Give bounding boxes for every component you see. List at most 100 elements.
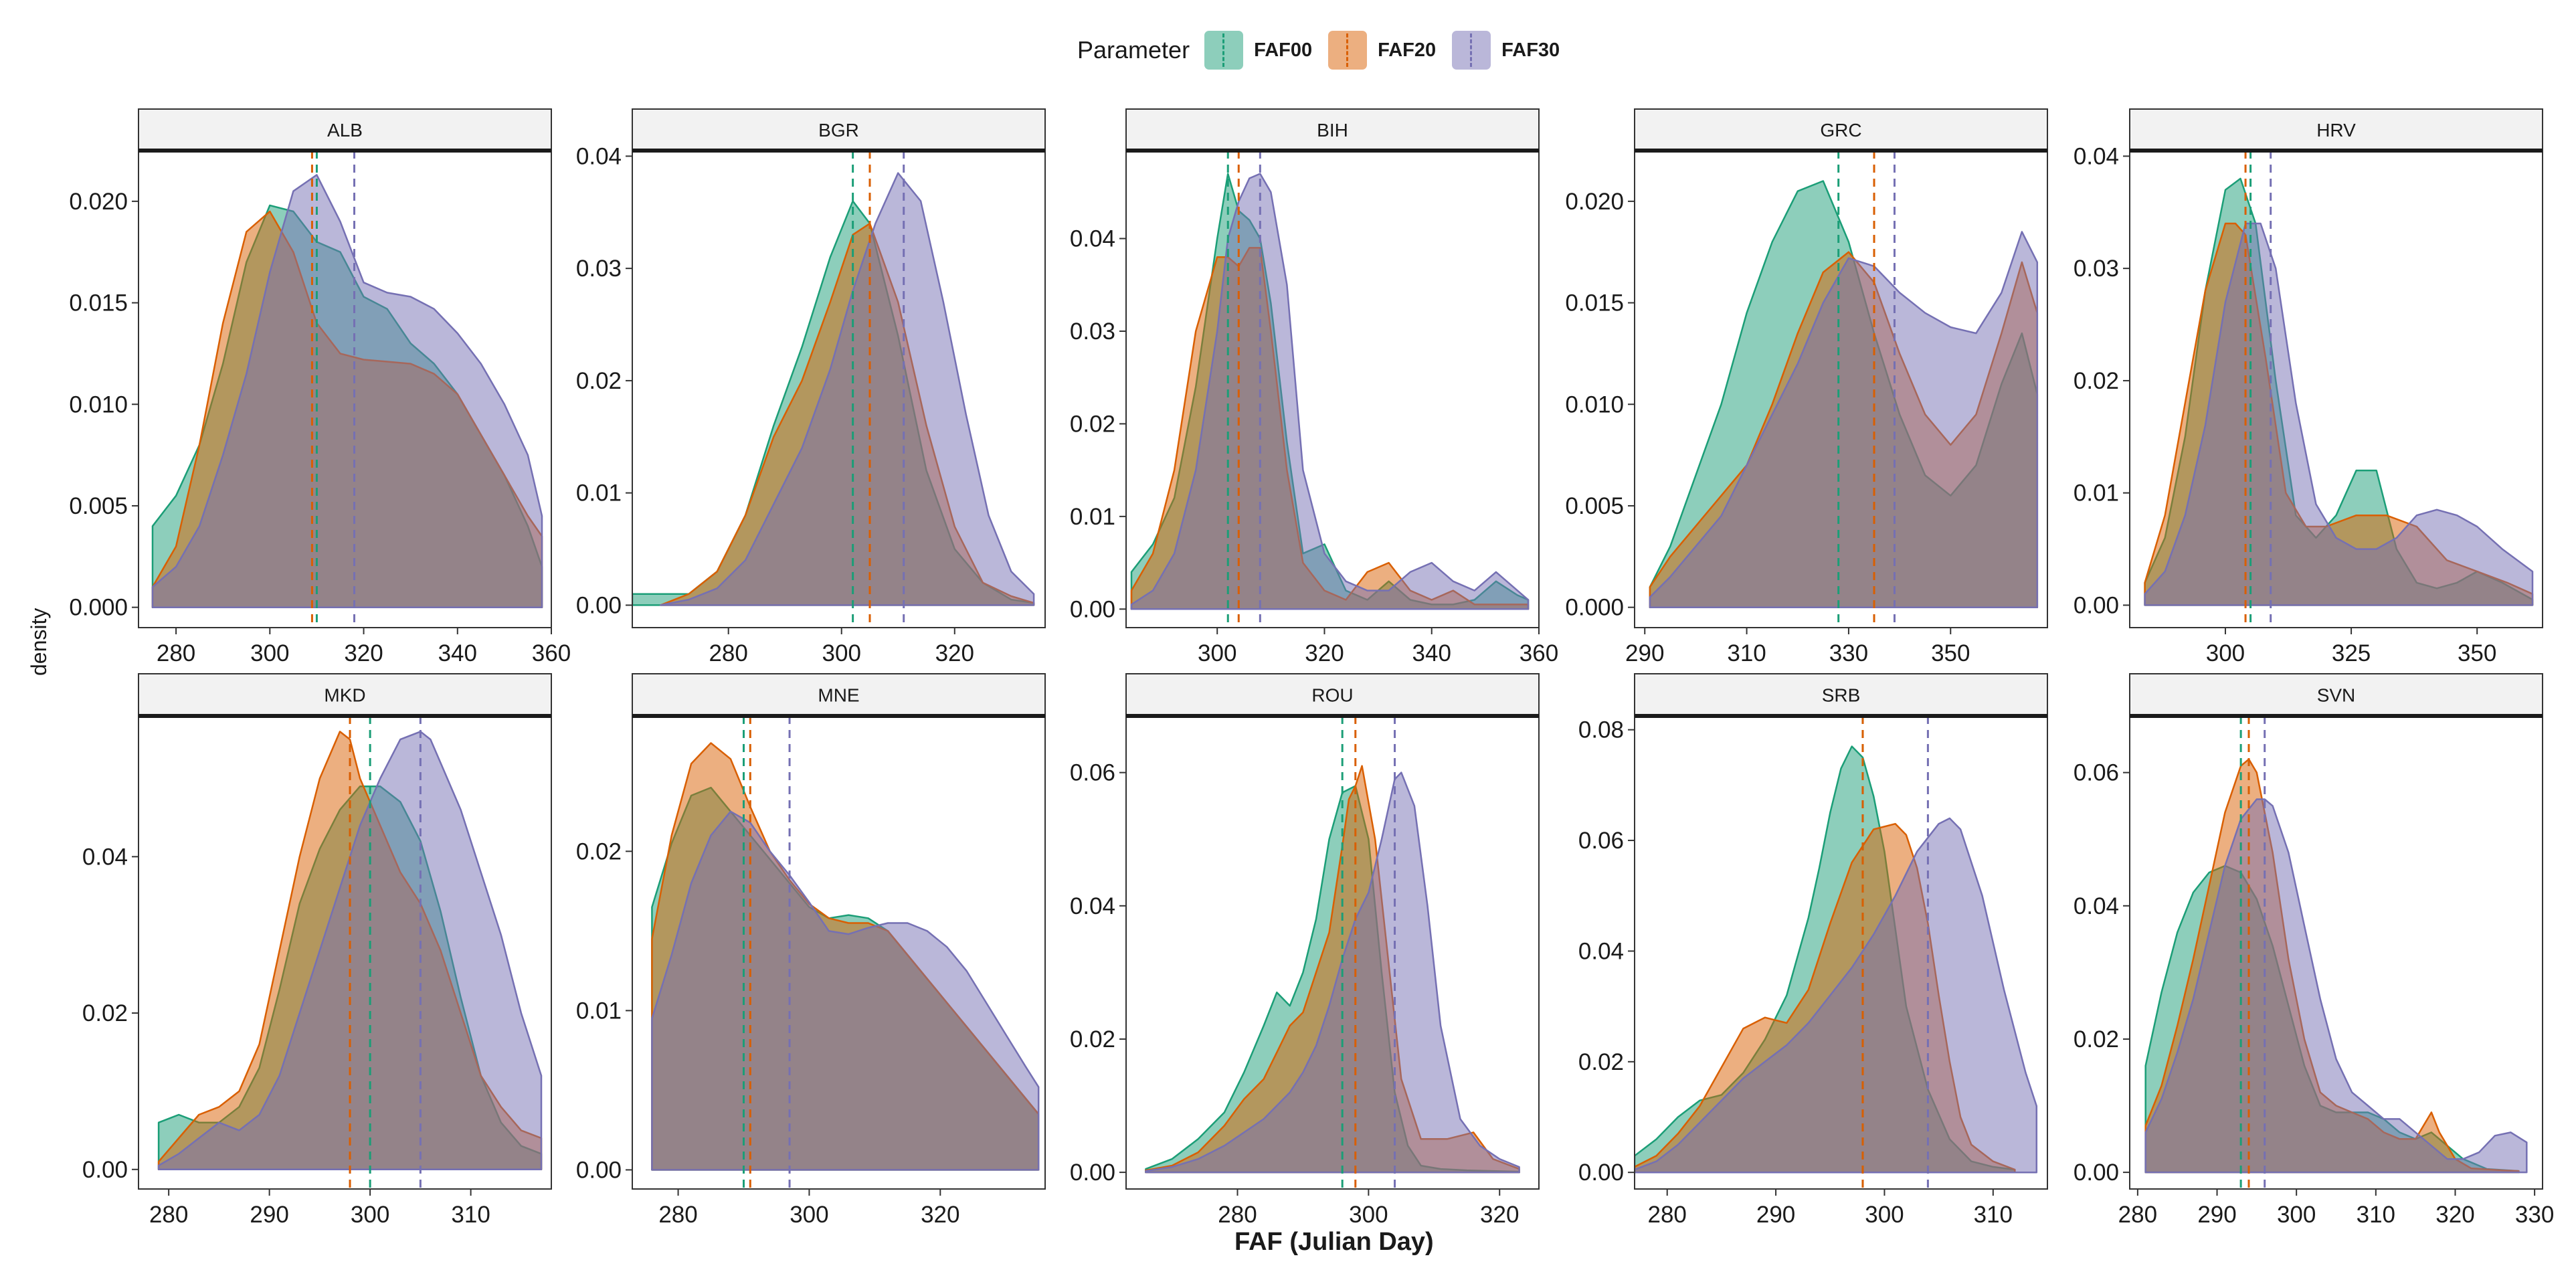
y-tick-label-hrv: 0.03 xyxy=(2074,256,2119,282)
plot-area-svn xyxy=(2144,716,2528,1189)
y-tick-label-srb: 0.08 xyxy=(1578,717,1624,743)
x-tick-label-mkd: 310 xyxy=(451,1202,490,1228)
legend-item-faf30: FAF30 xyxy=(1452,31,1560,70)
y-axis-title: density xyxy=(27,608,51,676)
legend-key-faf00 xyxy=(1204,31,1244,70)
y-tick-label-grc: 0.000 xyxy=(1565,595,1624,621)
strip-label-svn: SVN xyxy=(2317,685,2356,706)
y-tick-label-grc: 0.005 xyxy=(1565,493,1624,519)
y-tick-label-svn: 0.06 xyxy=(2074,760,2119,786)
x-tick-label-bih: 360 xyxy=(1520,640,1558,666)
y-tick-label-hrv: 0.01 xyxy=(2074,480,2119,507)
plot-area-rou xyxy=(1145,716,1520,1189)
x-tick-label-svn: 330 xyxy=(2515,1202,2554,1228)
plot-area-mkd xyxy=(157,716,543,1189)
y-tick-label-mkd: 0.02 xyxy=(82,1000,128,1026)
density-faf30-alb xyxy=(151,174,543,608)
y-tick-label-bgr: 0.04 xyxy=(576,143,622,169)
x-axis-title: FAF (Julian Day) xyxy=(1234,1228,1434,1256)
x-tick-label-mne: 320 xyxy=(921,1202,959,1228)
y-tick-label-bgr: 0.02 xyxy=(576,368,622,394)
x-tick-label-svn: 310 xyxy=(2357,1202,2395,1228)
strip-label-alb: ALB xyxy=(327,120,363,141)
y-tick-label-mne: 0.01 xyxy=(576,998,622,1024)
x-tick-label-bih: 300 xyxy=(1198,640,1236,666)
y-tick-label-mne: 0.00 xyxy=(576,1157,622,1183)
strip-grc xyxy=(1634,108,2048,151)
plot-area-bgr xyxy=(632,151,1035,628)
y-tick-label-alb: 0.000 xyxy=(69,595,128,621)
strip-label-mne: MNE xyxy=(818,685,859,706)
strip-bgr xyxy=(632,108,1046,151)
x-tick-label-svn: 300 xyxy=(2277,1202,2316,1228)
y-tick-label-bih: 0.04 xyxy=(1070,226,1115,252)
y-tick-label-mne: 0.02 xyxy=(576,838,622,864)
y-tick-label-rou: 0.06 xyxy=(1070,760,1115,786)
y-tick-label-mkd: 0.00 xyxy=(82,1157,128,1183)
x-tick-label-rou: 280 xyxy=(1218,1202,1257,1228)
y-tick-label-bgr: 0.01 xyxy=(576,480,622,507)
x-tick-label-grc: 310 xyxy=(1727,640,1766,666)
strip-bih xyxy=(1125,108,1540,151)
y-tick-label-grc: 0.015 xyxy=(1565,290,1624,316)
legend-label-faf20: FAF20 xyxy=(1378,39,1437,61)
panel-mkd: MKD 0.00 0.02 0.04 280 290 300 310 xyxy=(82,673,552,1228)
density-faf30-svn xyxy=(2144,798,2528,1174)
density-faf30-hrv xyxy=(2144,222,2534,606)
density-faf30-srb xyxy=(1635,817,2038,1174)
x-tick-label-srb: 280 xyxy=(1648,1202,1687,1228)
y-tick-label-srb: 0.00 xyxy=(1578,1160,1624,1186)
density-faf30-bgr xyxy=(660,172,1035,606)
y-tick-label-srb: 0.02 xyxy=(1578,1049,1624,1075)
panel-srb: SRB 0.00 0.02 0.04 0.06 0.08 280 290 300 310 xyxy=(1578,673,2048,1228)
panel-bgr: BGR 0.00 0.01 0.02 0.03 0.04 280 300 320 xyxy=(576,108,1046,666)
plot-area-srb xyxy=(1635,716,2038,1189)
y-tick-label-rou: 0.02 xyxy=(1070,1026,1115,1052)
y-tick-label-mkd: 0.04 xyxy=(82,844,128,870)
y-tick-label-bgr: 0.03 xyxy=(576,256,622,282)
panel-mne: MNE 0.00 0.01 0.02 280 300 320 xyxy=(576,673,1046,1228)
x-tick-label-hrv: 300 xyxy=(2206,640,2245,666)
strip-alb xyxy=(138,108,552,151)
strip-label-grc: GRC xyxy=(1820,120,1861,141)
panel-rou: ROU 0.00 0.02 0.04 0.06 280 300 320 xyxy=(1070,673,1540,1228)
density-faf30-mne xyxy=(651,810,1040,1171)
x-tick-label-svn: 280 xyxy=(2118,1202,2157,1228)
strip-rou xyxy=(1125,673,1540,717)
x-tick-label-srb: 310 xyxy=(1974,1202,2013,1228)
panel-alb: ALB 0.000 0.005 0.010 0.015 0.020 280 300 320 340… xyxy=(69,108,571,666)
x-tick-label-alb: 360 xyxy=(532,640,571,666)
y-tick-label-alb: 0.020 xyxy=(69,189,128,215)
y-tick-label-alb: 0.010 xyxy=(69,391,128,418)
y-tick-label-bih: 0.01 xyxy=(1070,504,1115,530)
strip-srb xyxy=(1634,673,2048,717)
y-tick-label-svn: 0.02 xyxy=(2074,1026,2119,1052)
y-tick-label-hrv: 0.04 xyxy=(2074,143,2119,169)
x-tick-label-bih: 320 xyxy=(1305,640,1344,666)
x-tick-label-bgr: 280 xyxy=(709,640,747,666)
strip-label-hrv: HRV xyxy=(2316,120,2356,141)
legend-item-faf20: FAF20 xyxy=(1328,31,1436,70)
legend-label-faf00: FAF00 xyxy=(1254,39,1313,61)
plot-area-grc xyxy=(1649,151,2039,628)
x-tick-label-alb: 320 xyxy=(344,640,383,666)
y-tick-label-rou: 0.04 xyxy=(1070,893,1115,919)
y-tick-label-bih: 0.00 xyxy=(1070,596,1115,622)
x-tick-label-alb: 300 xyxy=(250,640,289,666)
x-tick-label-srb: 300 xyxy=(1865,1202,1904,1228)
y-tick-label-hrv: 0.00 xyxy=(2074,592,2119,618)
plot-area-bih xyxy=(1130,151,1530,628)
strip-mkd xyxy=(138,673,552,717)
x-tick-label-srb: 290 xyxy=(1756,1202,1795,1228)
strip-label-rou: ROU xyxy=(1311,685,1353,706)
panel-bih: BIH 0.00 0.01 0.02 0.03 0.04 300 320 340 360 xyxy=(1070,108,1558,666)
x-tick-label-grc: 290 xyxy=(1625,640,1664,666)
x-tick-label-hrv: 350 xyxy=(2458,640,2496,666)
strip-label-bih: BIH xyxy=(1317,120,1348,141)
y-tick-label-bih: 0.03 xyxy=(1070,318,1115,345)
x-tick-label-bgr: 320 xyxy=(935,640,974,666)
x-tick-label-rou: 320 xyxy=(1480,1202,1519,1228)
x-tick-label-mkd: 300 xyxy=(351,1202,389,1228)
y-tick-label-bih: 0.02 xyxy=(1070,411,1115,437)
strip-label-mkd: MKD xyxy=(324,685,365,706)
